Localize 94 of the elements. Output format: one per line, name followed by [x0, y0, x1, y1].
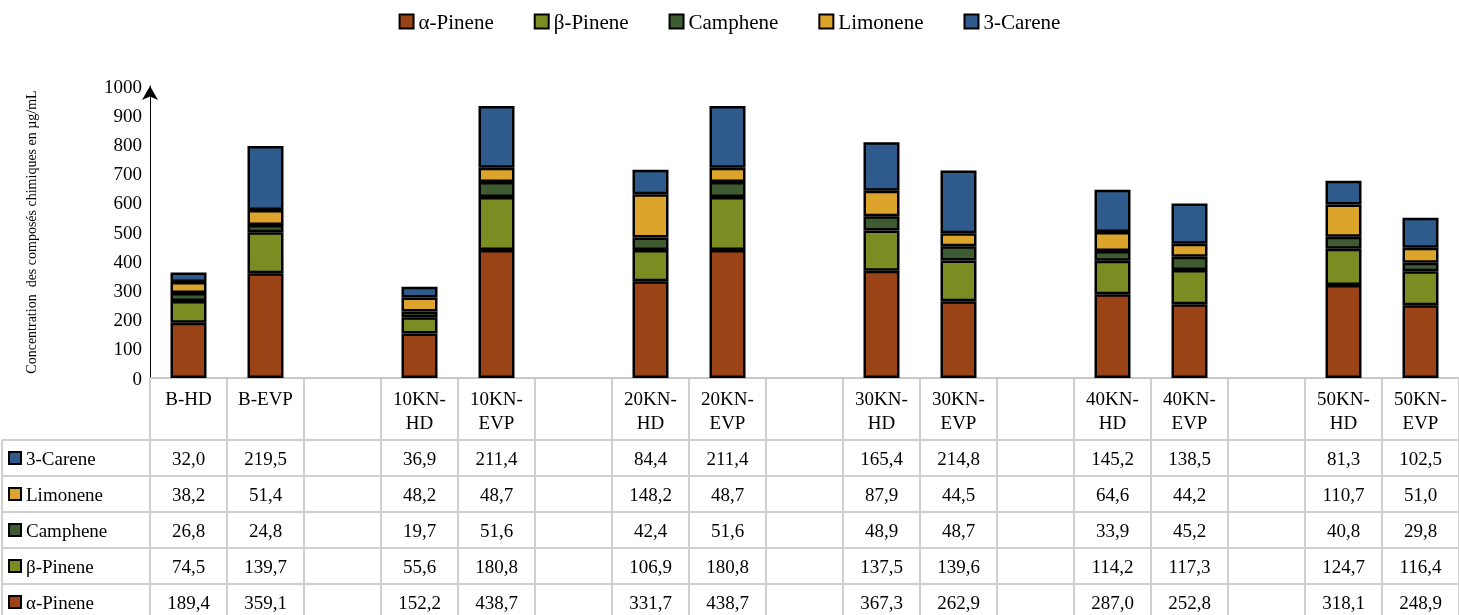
data-label: 152,2: [398, 591, 441, 613]
data-label: 38,2: [171, 483, 206, 505]
y-tick-label: 400: [113, 250, 142, 272]
y-tick-label: 200: [113, 309, 142, 331]
data-label: 165,4: [860, 447, 904, 469]
data-label: 139,7: [244, 555, 287, 577]
data-label: 331,7: [629, 591, 672, 613]
text: β-Pinene: [26, 555, 94, 577]
data-label: 40,8: [1326, 519, 1361, 541]
data-label: 29,8: [1403, 519, 1438, 541]
data-label: 24,8: [248, 519, 283, 541]
data-label: 51,0: [1403, 483, 1438, 505]
data-label: 44,2: [1172, 483, 1207, 505]
data-label: 64,6: [1095, 483, 1130, 505]
data-label: 48,9: [864, 519, 899, 541]
legend-label: α-Pinene: [418, 9, 494, 34]
legend-label: Camphene: [688, 9, 779, 34]
y-tick-label: 500: [113, 221, 142, 243]
data-label: 106,9: [629, 555, 672, 577]
x-tick-label: 20KN-HD: [624, 387, 677, 433]
data-label: 262,9: [937, 591, 980, 613]
text: α-Pinene: [26, 591, 94, 613]
data-label: 55,6: [402, 555, 437, 577]
data-label: 102,5: [1399, 447, 1442, 469]
data-label: 145,2: [1091, 447, 1134, 469]
x-tick-label: 40KN-EVP: [1163, 387, 1216, 433]
data-label: 148,2: [629, 483, 672, 505]
data-label: 51,4: [248, 483, 283, 505]
y-tick-label: 0: [132, 367, 142, 389]
data-label: 180,8: [706, 555, 749, 577]
data-label: 438,7: [475, 591, 518, 613]
data-label: 74,5: [171, 555, 206, 577]
data-label: 48,7: [941, 519, 976, 541]
data-label: 219,5: [244, 447, 287, 469]
y-tick-label: 700: [113, 163, 142, 185]
legend-label: 3-Carene: [983, 9, 1061, 34]
data-label: 19,7: [402, 519, 437, 541]
data-label: 211,4: [475, 447, 519, 469]
data-label: 180,8: [475, 555, 518, 577]
data-label: 110,7: [1322, 483, 1365, 505]
x-tick-label: B-HD: [165, 387, 212, 409]
x-tick-label: 50KN-EVP: [1394, 387, 1447, 433]
data-label: 33,9: [1095, 519, 1130, 541]
data-label: 124,7: [1322, 555, 1365, 577]
legend-label: Limonene: [838, 9, 924, 34]
data-label: 137,5: [860, 555, 903, 577]
data-label: 48,7: [710, 483, 745, 505]
data-label: 114,2: [1091, 555, 1134, 577]
data-label: 42,4: [633, 519, 668, 541]
y-axis-title: Concentration des composés chimiques en µg/mL: [23, 90, 39, 374]
y-tick-label: 900: [113, 104, 142, 126]
data-label: 32,0: [171, 447, 206, 469]
x-tick-label: 20KN-EVP: [701, 387, 754, 433]
x-tick-label: 50KN-HD: [1317, 387, 1370, 433]
data-label: 45,2: [1172, 519, 1207, 541]
data-label: 117,3: [1168, 555, 1211, 577]
data-label: 48,2: [402, 483, 437, 505]
data-label: 287,0: [1091, 591, 1134, 613]
data-label: 51,6: [710, 519, 745, 541]
data-label: 51,6: [479, 519, 514, 541]
y-tick-label: 300: [113, 279, 142, 301]
x-tick-label: 10KN-EVP: [470, 387, 523, 433]
legend-label: β-Pinene: [553, 9, 629, 34]
data-label: 214,8: [937, 447, 980, 469]
data-label: 252,8: [1168, 591, 1211, 613]
text: Limonene: [26, 483, 104, 505]
y-tick-label: 100: [113, 338, 142, 360]
data-label: 84,4: [633, 447, 668, 469]
data-label: 359,1: [244, 591, 287, 613]
data-label: 189,4: [167, 591, 211, 613]
data-label: 248,9: [1399, 591, 1442, 613]
data-label: 367,3: [860, 591, 903, 613]
x-tick-label: 30KN-EVP: [932, 387, 985, 433]
data-label: 139,6: [937, 555, 980, 577]
x-tick-label: 10KN-HD: [393, 387, 446, 433]
text: 3-Carene: [26, 447, 96, 469]
y-tick-label: 600: [113, 192, 142, 214]
data-label: 26,8: [171, 519, 206, 541]
x-tick-label: 30KN-HD: [855, 387, 908, 433]
data-label: 138,5: [1168, 447, 1211, 469]
y-tick-label: 800: [113, 133, 142, 155]
data-label: 48,7: [479, 483, 514, 505]
data-label: 116,4: [1399, 555, 1443, 577]
x-tick-label: B-EVP: [238, 387, 293, 409]
data-label: 211,4: [706, 447, 750, 469]
text: Camphene: [26, 519, 108, 541]
y-tick-label: 1000: [104, 75, 142, 97]
data-label: 81,3: [1326, 447, 1361, 469]
data-label: 438,7: [706, 591, 749, 613]
data-label: 87,9: [864, 483, 899, 505]
data-label: 44,5: [941, 483, 976, 505]
x-tick-label: 40KN-HD: [1086, 387, 1139, 433]
data-label: 36,9: [402, 447, 437, 469]
data-label: 318,1: [1322, 591, 1365, 613]
